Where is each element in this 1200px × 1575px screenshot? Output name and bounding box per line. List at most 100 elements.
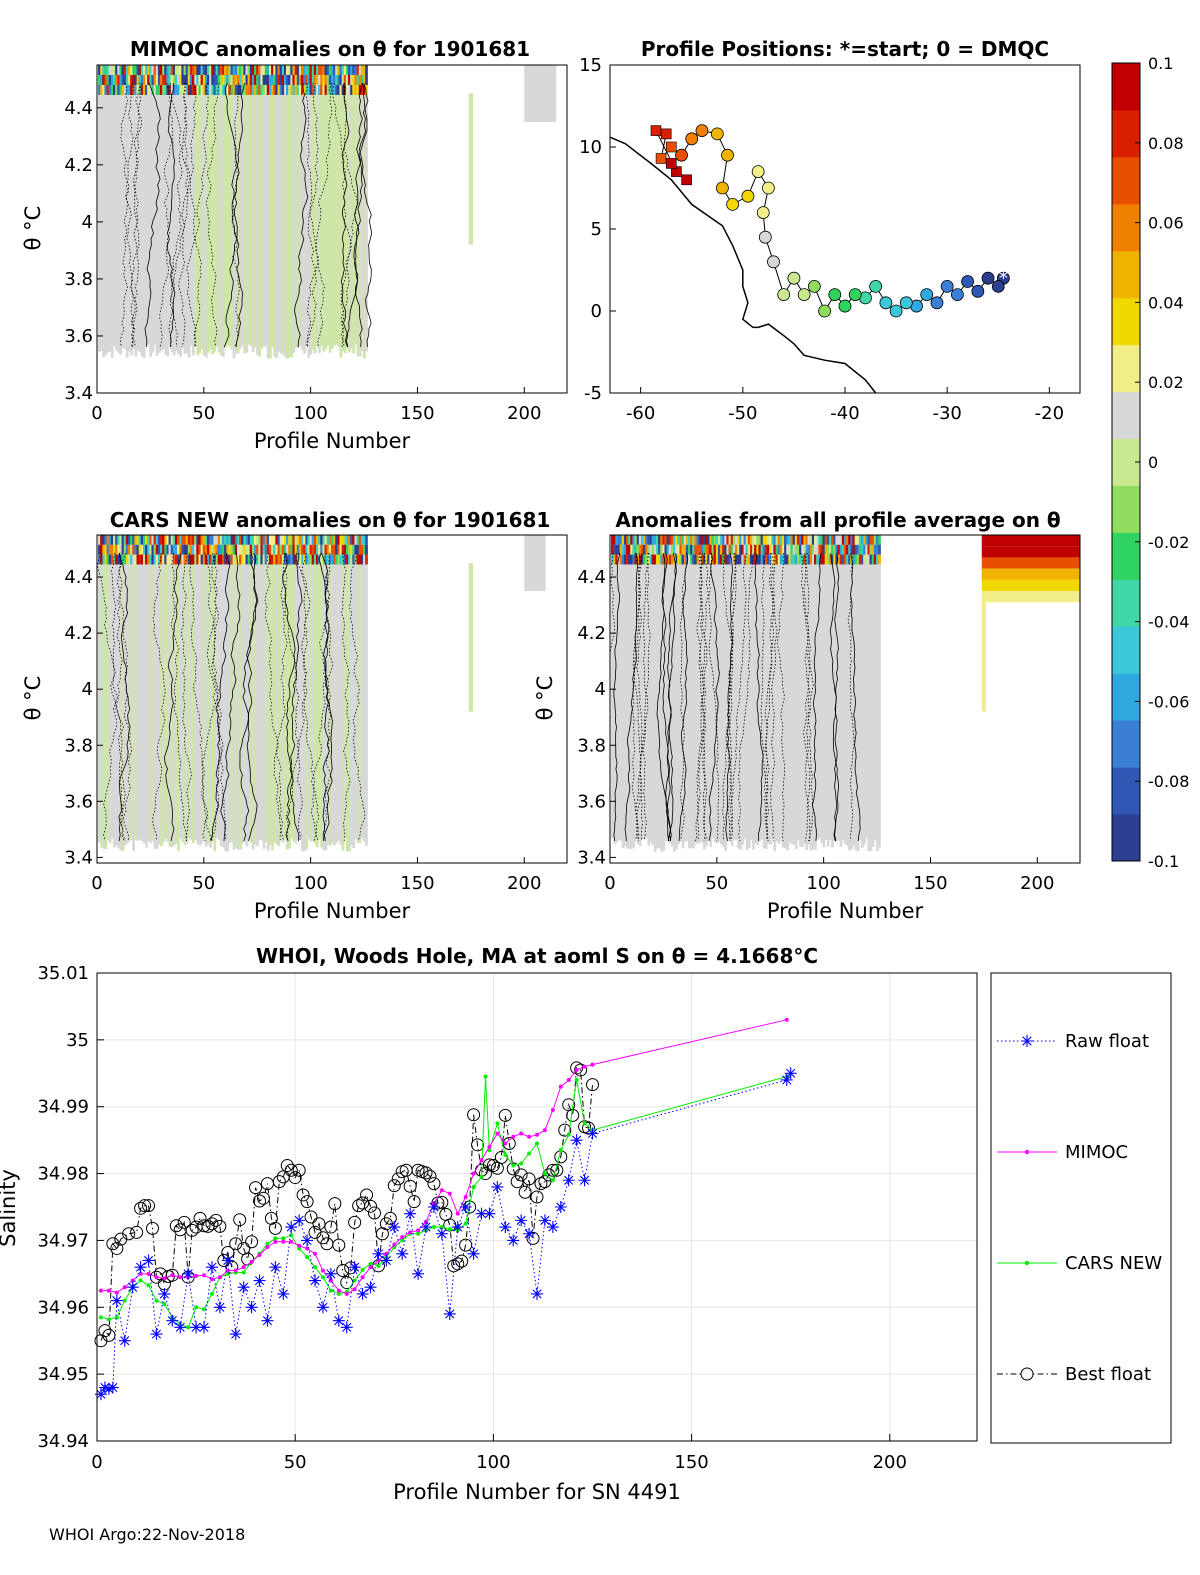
contour-line: [231, 82, 245, 348]
surface-cell: [647, 554, 651, 565]
surface-cell: [664, 535, 668, 545]
surface-cell: [290, 535, 294, 545]
data-point: [150, 1328, 163, 1341]
surface-cell: [145, 74, 148, 85]
section-column: [786, 543, 789, 851]
section-column: [643, 543, 646, 840]
data-point: [126, 1281, 139, 1294]
section-column: [837, 543, 841, 842]
surface-cell: [228, 74, 232, 85]
surface-cell: [794, 544, 798, 555]
surface-cell: [125, 544, 129, 555]
surface-cell: [700, 544, 704, 555]
surface-cell: [854, 554, 858, 565]
section-column: [732, 543, 736, 841]
section-column: [138, 73, 142, 352]
y-tick-label: 35.01: [37, 963, 89, 984]
surface-cell: [153, 84, 157, 95]
surface-cell: [330, 84, 334, 95]
contour-line: [727, 552, 737, 842]
surface-cell: [649, 544, 653, 555]
contour-line: [118, 552, 131, 842]
surface-cell: [288, 84, 291, 95]
x-tick-label: 150: [674, 1452, 708, 1473]
surface-cell: [322, 74, 326, 85]
surface-cell: [324, 65, 328, 75]
surface-cell: [673, 544, 676, 555]
surface-cell: [350, 554, 353, 565]
surface-cell: [643, 535, 646, 545]
section-column: [281, 73, 285, 355]
surface-cell: [828, 535, 832, 545]
section-column: [172, 543, 176, 846]
surface-cell: [106, 65, 110, 75]
section-column: [277, 543, 281, 847]
surface-cell: [647, 544, 651, 555]
data-point: [324, 1220, 338, 1234]
section-column: [153, 543, 157, 849]
surface-cell: [294, 554, 298, 565]
surface-cell: [337, 74, 341, 85]
surface-cell: [149, 84, 153, 95]
surface-cell: [283, 544, 287, 555]
x-tick-label: 50: [192, 403, 215, 424]
surface-cell: [213, 84, 217, 95]
legend-marker: [1021, 1035, 1033, 1047]
surface-cell: [226, 544, 229, 555]
data-point: [110, 1294, 123, 1307]
section-column: [660, 543, 663, 852]
surface-cell: [140, 65, 144, 75]
surface-cell: [826, 544, 830, 555]
surface-cell: [187, 84, 191, 95]
surface-cell: [256, 535, 259, 545]
section-column: [134, 543, 138, 840]
section-column: [181, 543, 185, 843]
surface-cell: [202, 84, 206, 95]
surface-cell: [121, 65, 125, 75]
surface-cell: [690, 554, 693, 565]
section-column: [326, 543, 330, 845]
surface-cell: [309, 535, 313, 545]
section-column: [867, 543, 871, 852]
surface-cell: [754, 554, 757, 565]
surface-cell: [136, 535, 140, 545]
surface-cell: [679, 544, 683, 555]
surface-cell: [125, 65, 129, 75]
surface-cell: [668, 535, 672, 545]
section-column: [221, 73, 225, 357]
surface-cell: [611, 544, 614, 555]
section-column: [337, 543, 341, 841]
surface-cell: [174, 74, 178, 85]
data-point: [511, 1163, 516, 1168]
surface-cell: [207, 544, 210, 555]
surface-cell: [286, 65, 289, 75]
data-point: [527, 1151, 532, 1156]
data-point: [439, 1207, 453, 1221]
surface-cell: [260, 554, 264, 565]
data-point: [336, 1288, 341, 1293]
surface-cell: [181, 554, 185, 565]
section-column: [279, 543, 283, 839]
surface-cell: [239, 544, 242, 555]
surface-cell: [348, 74, 351, 85]
section-column: [339, 543, 343, 845]
surface-cell: [809, 554, 813, 565]
surface-cell: [153, 544, 157, 555]
surface-cell: [779, 535, 783, 545]
surface-cell: [181, 74, 185, 85]
section-column: [322, 73, 326, 352]
surface-cell: [313, 84, 317, 95]
surface-cell: [762, 554, 766, 565]
data-point: [574, 1077, 579, 1082]
section-column: [100, 543, 103, 848]
surface-cell: [632, 535, 636, 545]
section-column: [166, 73, 170, 357]
surface-cell: [123, 535, 127, 545]
surface-cell: [743, 554, 747, 565]
section-column: [258, 543, 262, 841]
section-column: [254, 73, 257, 348]
surface-cell: [303, 74, 306, 85]
surface-cell: [660, 554, 663, 565]
data-point: [439, 1225, 444, 1230]
x-tick-label: 200: [507, 873, 541, 894]
